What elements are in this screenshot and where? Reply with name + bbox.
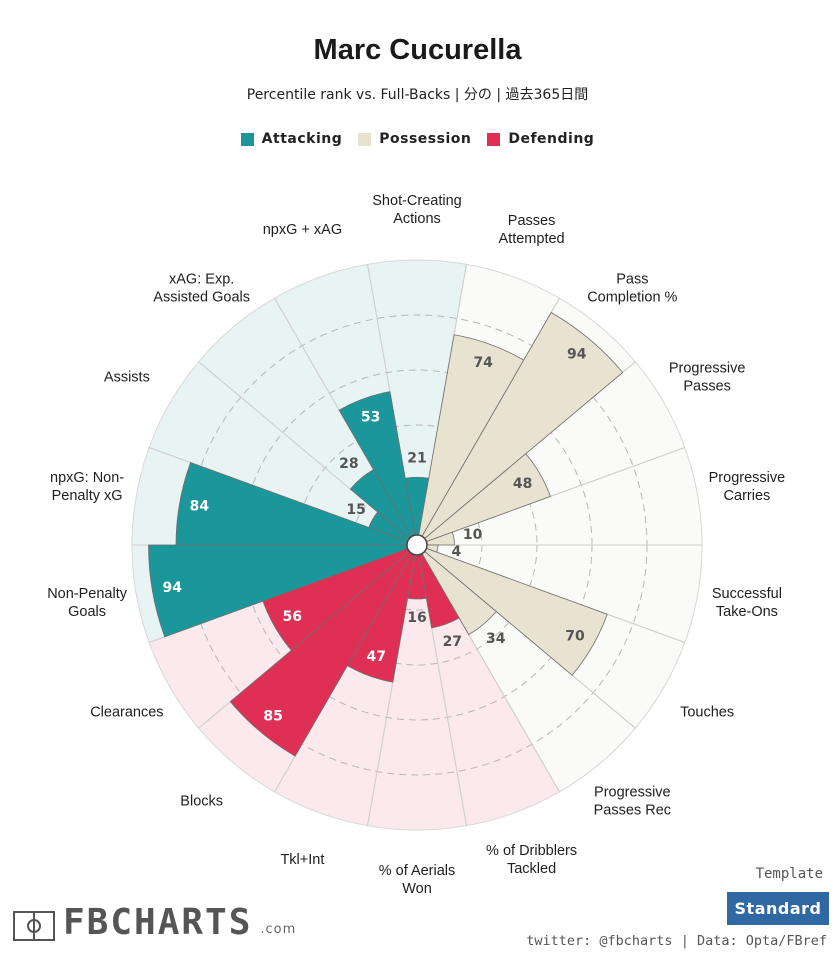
category-label-passes-attempted-line2: Attempted bbox=[499, 231, 565, 247]
category-label-successful-take-ons-line1: Successful bbox=[712, 586, 782, 602]
logo-domain: .com bbox=[260, 922, 297, 937]
legend-label-possession: Possession bbox=[379, 131, 472, 147]
legend-label-attacking: Attacking bbox=[261, 131, 343, 147]
category-label-progressive-carries-line1: Progressive bbox=[709, 470, 786, 486]
legend-swatch-possession bbox=[358, 132, 372, 146]
value-label-of-aerials-won: 16 bbox=[407, 610, 426, 626]
category-label-pass-completion-line2: Completion % bbox=[587, 289, 677, 305]
value-label-clearances: 56 bbox=[283, 609, 302, 625]
logo-wordmark: FBCHARTS bbox=[63, 902, 253, 943]
legend-swatch-defending bbox=[487, 132, 501, 146]
template-standard-button[interactable]: Standard bbox=[727, 892, 829, 925]
category-label-npxg-non-penalty-xg-line2: Penalty xG bbox=[52, 488, 123, 504]
category-label-progressive-passes-line2: Passes bbox=[683, 379, 731, 395]
value-label-npxg-non-penalty-xg: 84 bbox=[190, 499, 210, 515]
category-label-of-dribblers-tackled-line2: Tackled bbox=[507, 861, 556, 877]
legend-item-defending: Defending bbox=[487, 131, 594, 147]
category-label-touches: Touches bbox=[680, 705, 734, 721]
category-label-xag-exp-assisted-goals-line2: Assisted Goals bbox=[153, 289, 250, 305]
category-label-of-aerials-won-line2: Won bbox=[402, 881, 432, 897]
legend-item-attacking: Attacking bbox=[240, 131, 343, 147]
value-label-shot-creating-actions: 21 bbox=[407, 450, 426, 466]
category-label-pass-completion-line1: Pass bbox=[616, 271, 648, 287]
category-label-assists: Assists bbox=[104, 370, 150, 386]
category-label-progressive-passes-rec-line1: Progressive bbox=[594, 785, 671, 801]
value-label-touches: 70 bbox=[565, 628, 585, 644]
value-label-successful-take-ons: 4 bbox=[452, 544, 462, 560]
value-label-progressive-passes-rec: 34 bbox=[486, 631, 506, 647]
value-label-of-dribblers-tackled: 27 bbox=[443, 634, 462, 650]
category-label-npxg-non-penalty-xg-line1: npxG: Non- bbox=[50, 470, 124, 486]
category-label-of-aerials-won-line1: % of Aerials bbox=[379, 863, 456, 879]
chart-title: Marc Cucurella bbox=[313, 34, 522, 66]
category-label-successful-take-ons-line2: Take-Ons bbox=[716, 604, 778, 620]
value-label-progressive-passes: 48 bbox=[513, 476, 532, 492]
legend-label-defending: Defending bbox=[508, 131, 595, 147]
category-label-shot-creating-actions-line1: Shot-Creating bbox=[372, 193, 461, 209]
value-label-progressive-carries: 10 bbox=[463, 527, 483, 543]
chart-subtitle: Percentile rank vs. Full-Backs | 分の | 過去… bbox=[246, 87, 589, 103]
category-label-passes-attempted-line1: Passes bbox=[508, 213, 556, 229]
category-label-progressive-passes-line1: Progressive bbox=[669, 361, 746, 377]
category-label-tkl-int: Tkl+Int bbox=[280, 852, 324, 868]
value-label-blocks: 85 bbox=[263, 708, 282, 724]
value-label-tkl-int: 47 bbox=[366, 649, 385, 665]
category-label-progressive-passes-rec-line2: Passes Rec bbox=[594, 803, 671, 819]
value-label-assists: 15 bbox=[346, 502, 365, 518]
category-label-non-penalty-goals-line1: Non-Penalty bbox=[47, 586, 128, 602]
value-label-non-penalty-goals: 94 bbox=[163, 580, 183, 596]
category-label-of-dribblers-tackled-line1: % of Dribblers bbox=[486, 843, 577, 859]
category-label-non-penalty-goals-line2: Goals bbox=[68, 604, 106, 620]
value-label-passes-attempted: 74 bbox=[473, 355, 493, 371]
data-credit: twitter: @fbcharts | Data: Opta/FBref bbox=[526, 933, 827, 949]
category-label-blocks: Blocks bbox=[180, 794, 223, 810]
legend: Attacking Possession Defending bbox=[0, 131, 835, 147]
template-label: Template bbox=[755, 866, 823, 882]
center-hub bbox=[406, 534, 428, 556]
category-label-npxg-xag: npxG + xAG bbox=[263, 222, 342, 238]
value-label-xag-exp-assisted-goals: 28 bbox=[339, 456, 358, 472]
pitch-icon bbox=[13, 911, 55, 941]
category-label-clearances: Clearances bbox=[90, 705, 163, 721]
category-label-progressive-carries-line2: Carries bbox=[724, 488, 771, 504]
value-label-npxg-xag: 53 bbox=[361, 409, 380, 425]
fbcharts-logo: FBCHARTS .com bbox=[13, 905, 296, 941]
legend-item-possession: Possession bbox=[358, 131, 471, 147]
category-label-shot-creating-actions-line2: Actions bbox=[393, 211, 441, 227]
value-label-pass-completion: 94 bbox=[567, 347, 587, 363]
category-label-xag-exp-assisted-goals-line1: xAG: Exp. bbox=[169, 271, 234, 287]
legend-swatch-attacking bbox=[240, 132, 254, 146]
